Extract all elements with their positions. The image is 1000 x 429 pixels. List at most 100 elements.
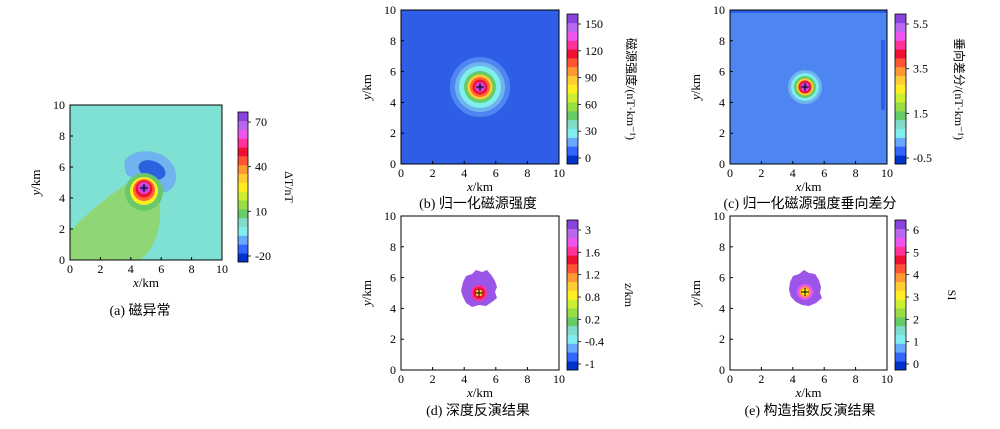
panel-d-colorbar-tick-label: 3	[585, 223, 591, 237]
panel-a-colorbar-tick-label: 10	[255, 204, 267, 218]
panel-d-xlabel: x/km	[466, 385, 493, 400]
panel-a: 0 2 4 6 8 10 0 2 4 6 8 10 x/km y/km 70 40 10 -20 ΔT/nT (a…	[28, 98, 296, 319]
panel-b-colorbar-swatch	[567, 49, 578, 59]
panel-e-caption: (e) 构造指数反演结果	[744, 403, 875, 419]
panel-b-colorbar-label: 磁源强度/(nT·km⁻¹)	[624, 38, 639, 140]
panel-c-colorbar-swatch	[895, 93, 906, 103]
panel-b-colorbar-swatch	[567, 146, 578, 156]
panel-c-top-edge-artifact	[730, 10, 887, 13]
panel-a-ytick-label: 0	[59, 253, 65, 267]
panel-a-xlabel: x/km	[132, 275, 159, 290]
panel-c: 0 2 4 6 8 10 0 2 4 6 8 10 x/km y/km 5.5 3.5 1.5 -0.5 垂向差分…	[688, 3, 967, 212]
panel-e-colorbar-tick-label: 2	[913, 312, 919, 326]
panel-a-colorbar-swatch	[238, 164, 248, 175]
panel-b-xtick-label: 0	[398, 166, 404, 180]
panel-b-colorbar-swatch	[567, 58, 578, 68]
panel-d-colorbar-swatch	[567, 220, 578, 230]
panel-b-xtick-label: 10	[553, 166, 565, 180]
panel-d-colorbar: 3 1.6 1.2 0.8 0.2 -0.4 -1 z/km	[566, 219, 636, 371]
panel-e-ytick-label: 8	[719, 240, 725, 254]
panel-a-colorbar-tick-label: 70	[255, 115, 267, 129]
panel-b-colorbar-tick-label: 90	[585, 71, 597, 85]
panel-d: 0 2 4 6 8 10 0 2 4 6 8 10 x/km y/km 3 1.6 1.2 0.8 0.2 -0.4…	[359, 209, 636, 419]
panel-b-caption: (b) 归一化磁源强度	[419, 195, 537, 212]
panel-b-colorbar-tick-label: 120	[585, 44, 603, 58]
panel-a-colorbar-tick-label: -20	[255, 249, 271, 263]
panel-d-colorbar-swatch	[567, 317, 578, 327]
panel-b-colorbar-tick-label: 0	[585, 151, 591, 165]
panel-a-colorbar-swatch	[238, 217, 248, 228]
panel-c-colorbar: 5.5 3.5 1.5 -0.5 垂向差分/(nT·km⁻¹)	[894, 13, 967, 165]
panel-a-colorbar-swatch	[238, 147, 248, 157]
panel-d-colorbar-swatch	[567, 352, 578, 362]
panel-c-plot-frame	[729, 9, 888, 165]
panel-a-colorbar-frame	[237, 111, 249, 263]
panel-e-colorbar-swatch	[895, 228, 906, 238]
panel-c-colorbar-tick-label: 1.5	[913, 106, 928, 120]
panel-d-colorbar-swatch	[567, 281, 578, 291]
panel-c-colorbar-swatch	[895, 111, 906, 121]
panel-e-colorbar-swatch	[895, 352, 906, 362]
panel-d-ytick-label: 0	[390, 363, 396, 377]
panel-d-colorbar-swatch	[567, 237, 578, 247]
panel-b-colorbar-tick-label: 60	[585, 97, 597, 111]
panel-b-colorbar-swatch	[567, 75, 578, 85]
panel-d-caption: (d) 深度反演结果	[426, 403, 530, 419]
panel-b-plot-frame	[400, 9, 560, 165]
panel-c-caption: (c) 归一化磁源强度垂向差分	[723, 195, 896, 212]
panel-c-colorbar-swatch	[895, 102, 906, 112]
panel-b-ytick-label: 2	[390, 126, 396, 140]
panel-e-colorbar-frame	[894, 219, 907, 371]
panel-b-xlabel: x/km	[466, 179, 493, 194]
panel-a-colorbar-swatch	[238, 235, 248, 245]
panel-c-colorbar-swatch	[895, 49, 906, 59]
panel-e-colorbar-tick-label: 4	[913, 268, 919, 282]
panel-b-colorbar-swatch	[567, 84, 578, 94]
panel-d-ytick-label: 8	[390, 240, 396, 254]
panel-b-xtick-label: 2	[430, 166, 436, 180]
panel-b-ytick-label: 8	[390, 34, 396, 48]
panel-d-colorbar-tick-label: -1	[585, 357, 595, 371]
panel-b-axes: 0 2 4 6 8 10 0 2 4 6 8 10 x/km y/km	[359, 3, 565, 194]
panel-d-colorbar-tick-label: 1.6	[585, 245, 600, 259]
panel-b-ytick-label: 10	[384, 3, 396, 17]
panel-e-colorbar-tick-label: 0	[913, 357, 919, 371]
panel-e-colorbar-swatch	[895, 281, 906, 291]
panel-d-colorbar-swatch	[567, 299, 578, 309]
panel-e-colorbar-swatch	[895, 317, 906, 327]
panel-c-colorbar-tick-label: 3.5	[913, 62, 928, 76]
panel-d-xtick-label: 10	[553, 372, 565, 386]
panel-b-ytick-label: 0	[390, 157, 396, 171]
panel-c-colorbar-label: 垂向差分/(nT·km⁻¹)	[952, 38, 967, 140]
panel-c-colorbar-swatch	[895, 66, 906, 77]
panel-d-axes: 0 2 4 6 8 10 0 2 4 6 8 10 x/km y/km	[359, 209, 565, 400]
panel-d-colorbar-tick-label: 1.2	[585, 268, 600, 282]
panel-b-colorbar-swatch	[567, 137, 578, 147]
panel-e-ytick-label: 0	[719, 363, 725, 377]
panel-b-colorbar-swatch	[567, 31, 578, 41]
panel-d-ytick-label: 10	[384, 209, 396, 223]
panel-c-ytick-label: 0	[719, 157, 725, 171]
panel-e-colorbar-tick-label: 3	[913, 290, 919, 304]
panel-a-colorbar-swatch	[238, 129, 248, 139]
panel-d-colorbar-swatch	[567, 334, 578, 344]
panel-b-colorbar-swatch	[567, 14, 578, 24]
panel-e-xtick-label: 0	[727, 372, 733, 386]
panel-b-colorbar-swatch	[567, 66, 578, 77]
panel-e-colorbar-swatch	[895, 246, 906, 256]
panel-d-colorbar-tick-label: 0.2	[585, 312, 600, 326]
panel-c-colorbar-swatch	[895, 137, 906, 147]
panel-d-colorbar-swatch	[567, 246, 578, 256]
panel-e-axes: 0 2 4 6 8 10 0 2 4 6 8 10 x/km y/km	[688, 209, 893, 400]
panel-e-colorbar-swatch	[895, 237, 906, 247]
panel-d-colorbar-swatch	[567, 290, 578, 300]
panel-d-colorbar-tick-label: 0.8	[585, 290, 600, 304]
panel-a-xtick-label: 8	[189, 262, 195, 276]
panel-d-xtick-label: 0	[398, 372, 404, 386]
panel-d-ylabel: y/km	[359, 280, 374, 308]
panel-d-colorbar-swatch	[567, 228, 578, 238]
panel-e-colorbar-swatch	[895, 361, 906, 371]
panel-e-colorbar-swatch	[895, 290, 906, 300]
panel-a-ytick-label: 2	[59, 222, 65, 236]
panel-e-xtick-label: 10	[881, 372, 893, 386]
